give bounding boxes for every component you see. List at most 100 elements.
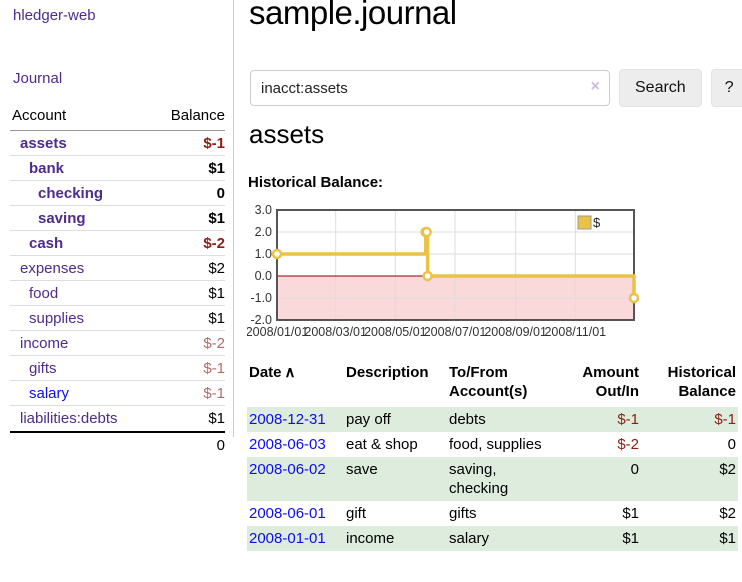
sidebar-account-liabilities-debts[interactable]: liabilities:debts bbox=[20, 410, 118, 427]
brand-link[interactable]: hledger-web bbox=[13, 7, 96, 24]
transaction-description: eat & shop bbox=[346, 436, 418, 453]
sidebar-account-supplies[interactable]: supplies bbox=[29, 309, 85, 327]
transaction-date-link[interactable]: 2008-06-03 bbox=[249, 436, 326, 453]
transaction-accounts: food, supplies bbox=[449, 436, 542, 453]
data-point-marker bbox=[271, 248, 283, 260]
page-title: sample.journal bbox=[249, 0, 457, 31]
nav-journal-link[interactable]: Journal bbox=[13, 70, 63, 87]
sidebar-account-expenses[interactable]: expenses bbox=[20, 259, 85, 277]
svg-text:2008/11/01: 2008/11/01 bbox=[544, 325, 606, 339]
account-title: assets bbox=[249, 119, 325, 149]
register-row: 2008-06-01 gift gifts $1 $2 bbox=[247, 501, 738, 526]
account-tree-body: assets $-1 bank $1 checking 0 saving $1 cash $-2 e… bbox=[10, 131, 225, 431]
account-balance: $1 bbox=[208, 410, 225, 427]
svg-text:2008/09/01: 2008/09/01 bbox=[484, 325, 547, 339]
svg-text:3.0: 3.0 bbox=[255, 203, 272, 217]
account-tree-total-row: 0 bbox=[10, 431, 225, 456]
transaction-balance: $2 bbox=[719, 461, 736, 478]
clear-search-icon[interactable]: × bbox=[590, 78, 600, 95]
transaction-description: save bbox=[346, 461, 378, 478]
account-row: gifts $-1 bbox=[10, 356, 225, 381]
svg-text:2008/07/01: 2008/07/01 bbox=[424, 325, 487, 339]
sidebar: hledger-web Journal Account Balance asse… bbox=[0, 0, 234, 454]
account-row: salary $-1 bbox=[10, 381, 225, 406]
chart-title: Historical Balance: bbox=[248, 174, 384, 191]
account-row: liabilities:debts $1 bbox=[10, 406, 225, 431]
col-header-amount: Amount Out/In bbox=[582, 364, 639, 400]
transaction-amount: 0 bbox=[630, 461, 639, 478]
svg-text:-1.0: -1.0 bbox=[250, 291, 272, 305]
register-row: 2008-12-31 pay off debts $-1 $-1 bbox=[247, 407, 738, 432]
account-balance: $1 bbox=[208, 159, 225, 177]
account-balance: $1 bbox=[208, 284, 225, 302]
transaction-accounts: gifts bbox=[449, 505, 477, 522]
register-header-row: Date ∧ Description To/From Account(s) Amo… bbox=[247, 361, 738, 407]
sidebar-account-food[interactable]: food bbox=[29, 284, 59, 302]
transaction-date-link[interactable]: 2008-06-02 bbox=[249, 461, 326, 478]
register-row: 2008-01-01 income salary $1 $1 bbox=[247, 526, 738, 551]
search-button[interactable]: Search bbox=[619, 69, 702, 107]
account-balance: $-2 bbox=[203, 234, 225, 252]
svg-text:2008/01/01: 2008/01/01 bbox=[247, 325, 308, 339]
account-column-header: Account bbox=[12, 107, 67, 124]
col-header-balance: Historical Balance bbox=[667, 364, 736, 400]
sidebar-account-checking[interactable]: checking bbox=[38, 184, 104, 202]
svg-text:2008/05/01: 2008/05/01 bbox=[364, 325, 427, 339]
account-balance: $1 bbox=[208, 209, 225, 227]
sidebar-account-saving[interactable]: saving bbox=[38, 209, 86, 227]
sort-asc-icon: ∧ bbox=[284, 364, 296, 381]
data-point-marker bbox=[628, 292, 639, 304]
register-row: 2008-06-02 save saving, checking 0 $2 bbox=[247, 457, 738, 501]
main-content: sample.journal × Search ? assets Histori… bbox=[247, 0, 742, 582]
transaction-accounts: salary bbox=[449, 530, 490, 547]
account-tree: Account Balance assets $-1 bank $1 checking 0… bbox=[10, 104, 225, 456]
account-row: cash $-2 bbox=[10, 231, 225, 256]
account-balance: $-1 bbox=[203, 134, 225, 152]
account-row: supplies $1 bbox=[10, 306, 225, 331]
register-body: 2008-12-31 pay off debts $-1 $-1 2008-06-03 ea… bbox=[247, 407, 738, 551]
search-box: × bbox=[250, 69, 610, 107]
account-balance: $-2 bbox=[203, 334, 225, 352]
transaction-amount: $1 bbox=[622, 530, 639, 547]
transaction-amount: $1 bbox=[622, 505, 639, 522]
transaction-description: gift bbox=[346, 505, 367, 522]
help-button[interactable]: ? bbox=[710, 69, 742, 107]
sidebar-account-gifts[interactable]: gifts bbox=[29, 359, 57, 377]
sidebar-account-assets[interactable]: assets bbox=[20, 134, 67, 152]
balance-column-header: Balance bbox=[170, 107, 225, 124]
col-header-accounts: To/From Account(s) bbox=[449, 364, 528, 400]
account-balance: 0 bbox=[216, 184, 225, 202]
svg-text:0.0: 0.0 bbox=[255, 269, 272, 283]
account-balance: $-1 bbox=[203, 359, 225, 377]
svg-text:2.0: 2.0 bbox=[255, 225, 272, 239]
transaction-balance: $2 bbox=[719, 505, 736, 522]
account-balance: $2 bbox=[208, 259, 225, 277]
svg-text:1.0: 1.0 bbox=[255, 247, 272, 261]
sidebar-account-bank[interactable]: bank bbox=[29, 159, 65, 177]
sidebar-account-income[interactable]: income bbox=[20, 334, 69, 352]
legend-swatch bbox=[577, 215, 592, 230]
sidebar-account-salary[interactable]: salary bbox=[29, 384, 70, 402]
transaction-date-link[interactable]: 2008-06-01 bbox=[249, 505, 326, 522]
historical-balance-chart: 3.0 2.0 1.0 0.0 -1.0 -2.02008/01/012008/03/01… bbox=[247, 203, 639, 339]
account-row: saving $1 bbox=[10, 206, 225, 231]
account-balance: $-1 bbox=[203, 384, 225, 402]
date-header-label: Date bbox=[249, 364, 282, 381]
transaction-accounts: debts bbox=[449, 411, 486, 428]
col-header-date[interactable]: Date ∧ bbox=[247, 361, 344, 407]
transaction-amount: $-2 bbox=[617, 436, 639, 453]
register-row: 2008-06-03 eat & shop food, supplies $-2 0 bbox=[247, 432, 738, 457]
account-balance: $1 bbox=[208, 309, 225, 327]
transaction-date-link[interactable]: 2008-01-01 bbox=[249, 530, 326, 547]
total-balance: 0 bbox=[216, 437, 225, 454]
transaction-date-link[interactable]: 2008-12-31 bbox=[249, 411, 326, 428]
account-row: checking 0 bbox=[10, 181, 225, 206]
search-input[interactable] bbox=[250, 70, 610, 106]
account-row: assets $-1 bbox=[10, 131, 225, 156]
legend-label: $ bbox=[593, 215, 601, 230]
account-tree-header: Account Balance bbox=[10, 104, 225, 131]
sidebar-account-cash[interactable]: cash bbox=[29, 234, 64, 252]
transaction-balance: 0 bbox=[727, 436, 736, 453]
account-row: bank $1 bbox=[10, 156, 225, 181]
account-row: food $1 bbox=[10, 281, 225, 306]
